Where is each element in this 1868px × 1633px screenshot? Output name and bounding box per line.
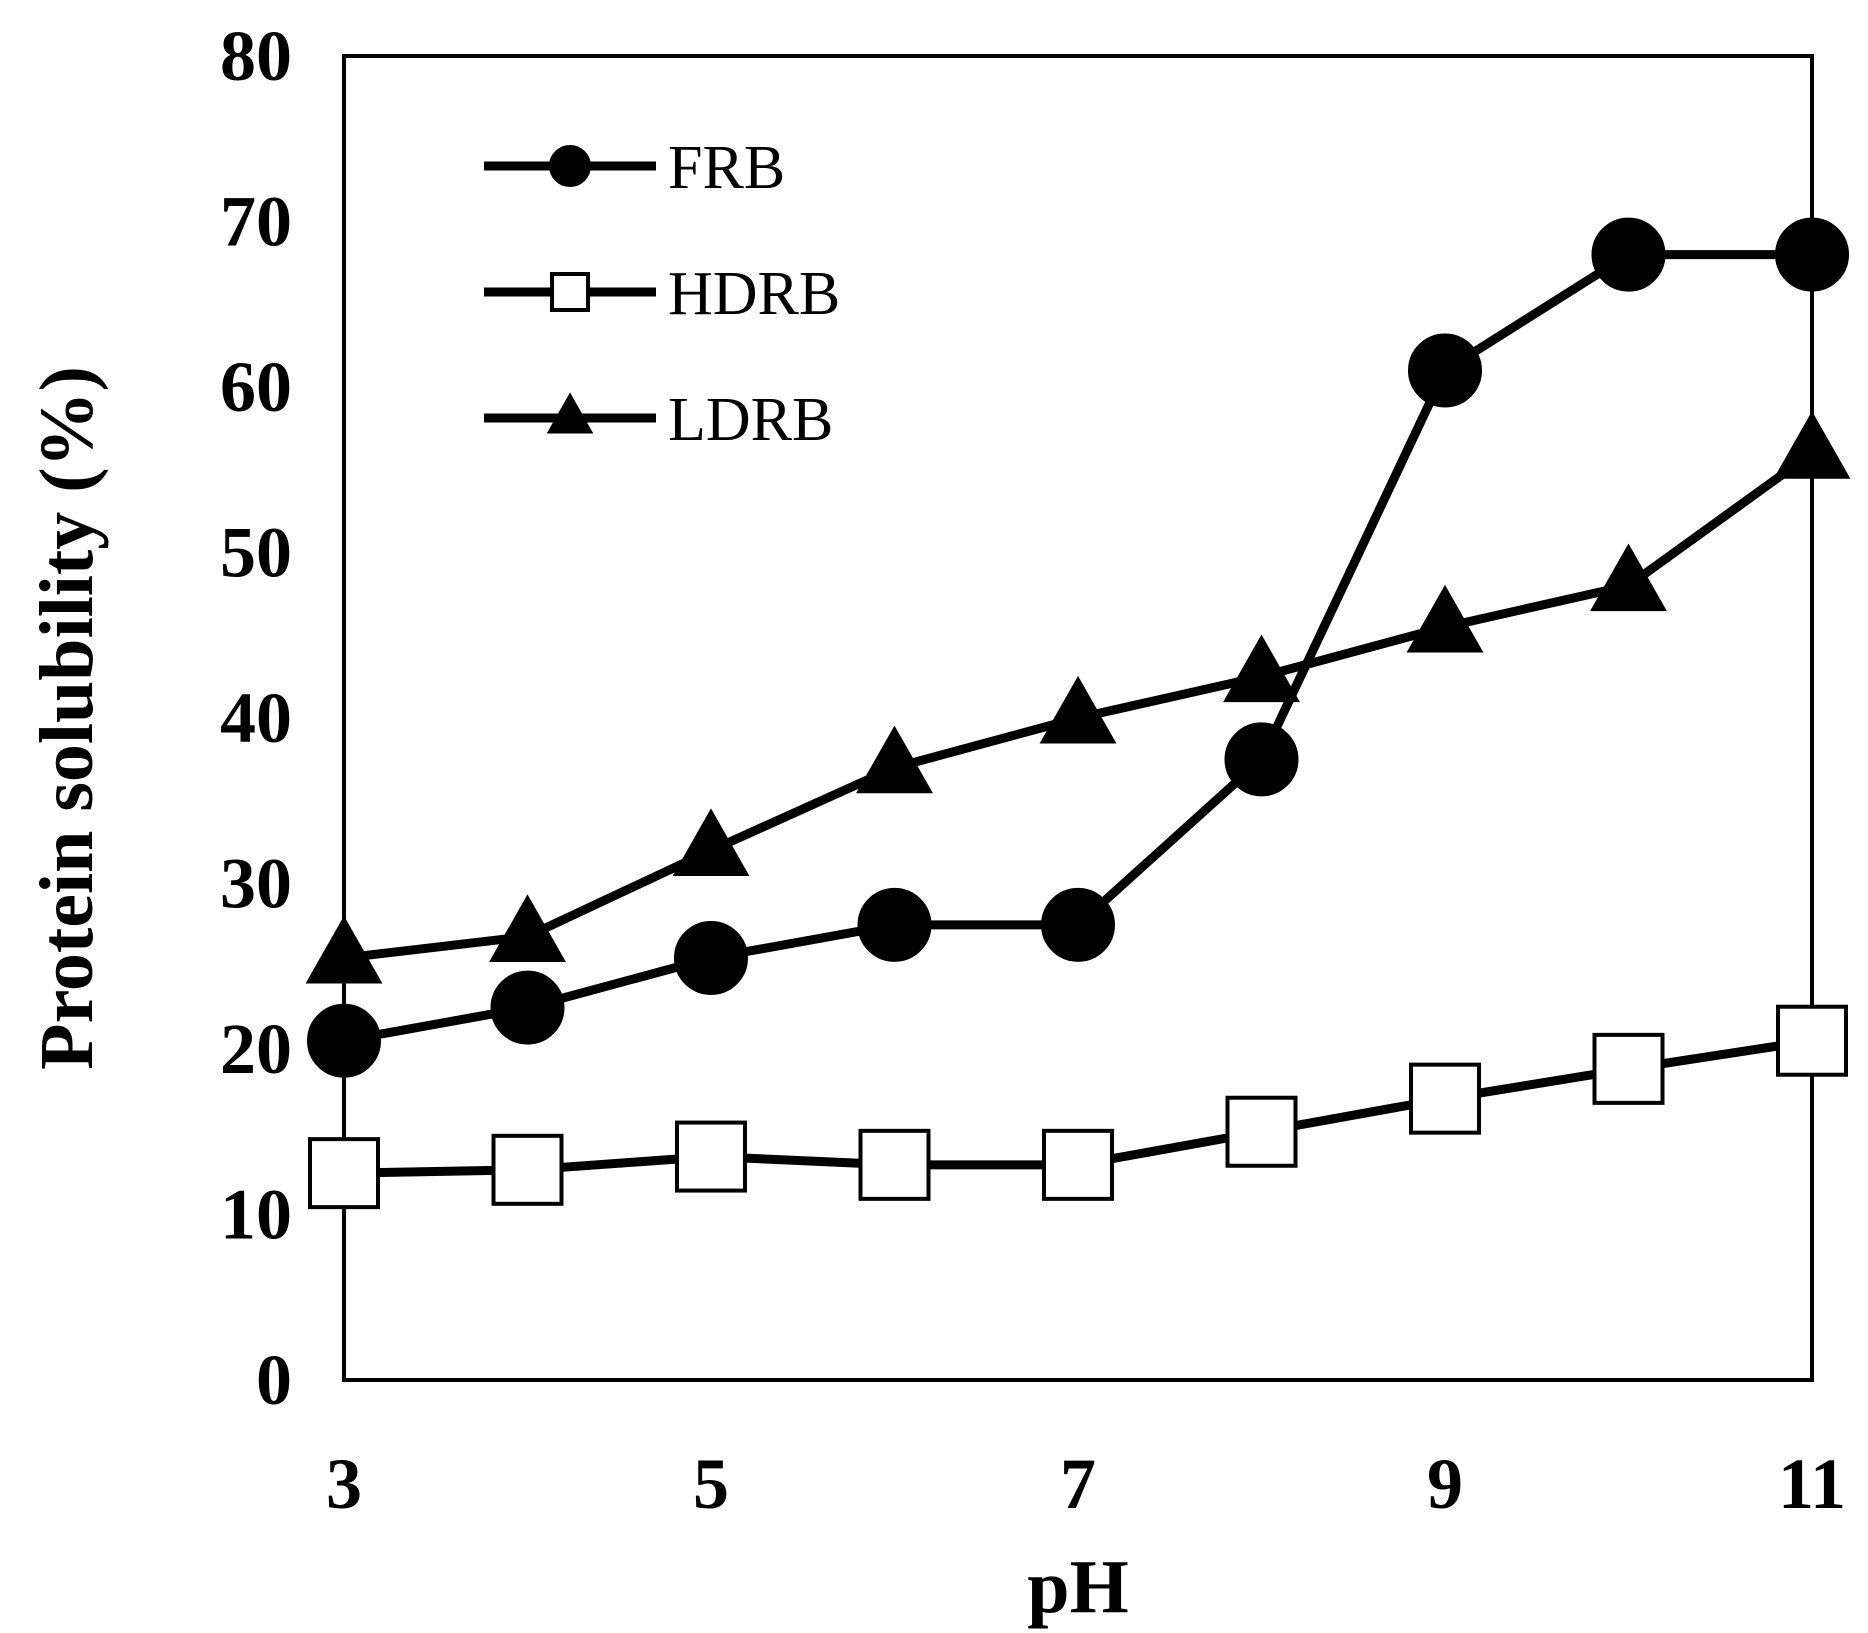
data-point-hdrb [1042,1128,1114,1201]
x-tick-label: 7 [1060,1444,1096,1524]
data-point-frb [1408,333,1482,408]
y-tick-label: 20 [220,1009,292,1089]
legend-marker-frb [549,145,591,187]
data-point-ldrb [1039,675,1117,744]
y-tick-label: 40 [220,678,292,758]
y-tick-label: 80 [220,16,292,96]
data-point-hdrb [675,1120,747,1193]
data-point-ldrb [1773,411,1851,479]
y-tick-label: 50 [220,513,292,593]
legend-label-hdrb: HDRB [668,260,840,328]
legend: FRB HDRB LDRB [484,134,840,454]
data-point-ldrb [856,725,933,794]
data-point-frb [490,970,565,1045]
x-tick-label: 9 [1427,1444,1463,1524]
data-point-ldrb [305,915,383,984]
legend-label-ldrb: LDRB [668,386,833,454]
data-point-ldrb [672,808,750,876]
data-point-hdrb [1225,1095,1298,1168]
x-tick-label: 5 [693,1444,729,1524]
data-point-ldrb [1406,584,1484,653]
data-point-frb [1591,217,1666,292]
data-point-frb [674,920,748,995]
x-axis-tick-labels: 3 5 7 9 11 [326,1444,1846,1524]
y-tick-label: 30 [220,844,292,924]
series-markers [305,217,1851,1210]
data-point-hdrb [1409,1062,1481,1135]
legend-label-frb: FRB [668,134,785,202]
data-point-ldrb [1590,543,1667,612]
data-point-frb [1775,217,1849,292]
legend-marker-ldrb [546,392,594,434]
data-point-hdrb [1592,1032,1665,1105]
x-tick-label: 11 [1778,1444,1846,1524]
y-tick-label: 60 [220,347,292,427]
x-axis-title: pH [1027,1545,1128,1629]
data-point-frb [857,887,932,962]
data-point-frb [1041,887,1115,962]
y-tick-label: 10 [220,1175,292,1255]
data-point-hdrb [1776,1004,1848,1077]
legend-marker-hdrb [550,272,590,312]
data-point-frb [1224,722,1299,797]
y-axis-title: Protein solubility (%) [25,366,109,1070]
data-point-hdrb [491,1133,564,1206]
x-tick-label: 3 [326,1444,362,1524]
data-point-ldrb [1223,634,1300,703]
data-point-hdrb [858,1128,931,1201]
y-axis-tick-labels: 0 10 20 30 40 50 60 70 80 [220,16,292,1420]
data-point-frb [307,1003,381,1078]
y-tick-label: 0 [256,1340,292,1420]
data-point-hdrb [308,1137,380,1210]
data-point-ldrb [489,894,566,963]
y-tick-label: 70 [220,182,292,262]
